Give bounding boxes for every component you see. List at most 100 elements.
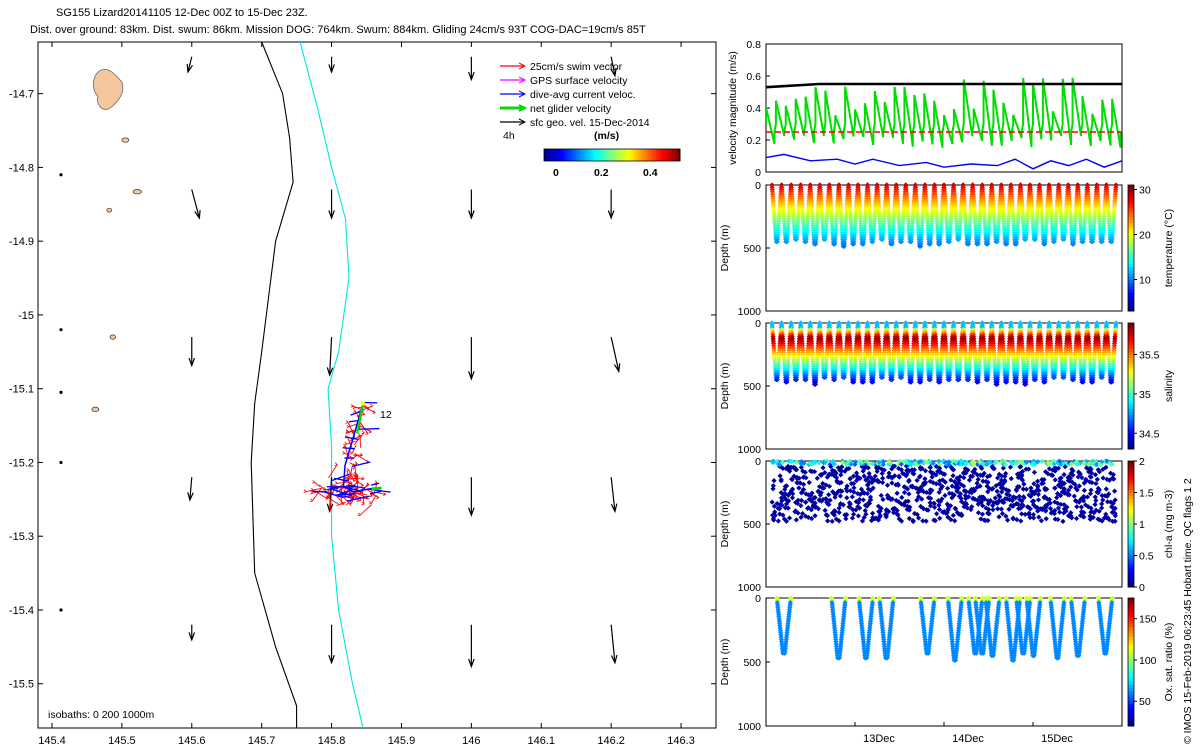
dac-vector [358, 429, 379, 430]
colorbar-cell [1128, 267, 1134, 271]
colorbar-cell [1128, 201, 1134, 205]
colorbar-cell [1128, 351, 1134, 355]
colorbar-cell [1128, 408, 1134, 412]
colorbar-cell [1128, 336, 1134, 340]
colorbar-cell [1128, 226, 1134, 230]
colorbar-label: salinity [1163, 369, 1175, 402]
colorbar-cell [1128, 373, 1134, 377]
velocity-y-tick-label: 0 [755, 167, 761, 179]
colorbar-cell [1128, 421, 1134, 425]
legend-label: dive-avg current veloc. [530, 89, 636, 101]
colorbar-cell [1128, 261, 1134, 265]
colorbar-cell [1128, 361, 1134, 365]
colorbar-cell [1128, 235, 1134, 239]
colorbar-tick-1: 0.2 [594, 167, 609, 179]
colorbar-cell [1128, 213, 1134, 217]
colorbar-cell [1128, 251, 1134, 255]
colorbar-cell [1128, 430, 1134, 434]
coast-dot [59, 328, 62, 331]
colorbar-cell [1128, 229, 1134, 233]
colorbar-cell [1128, 273, 1134, 277]
colorbar-cell [1128, 254, 1134, 258]
colorbar-cell [1128, 220, 1134, 224]
colorbar-tick-label: 34.5 [1139, 428, 1160, 440]
colorbar-tick-label: 35 [1139, 389, 1151, 401]
colorbar-cell [1128, 342, 1134, 346]
colorbar-cell [1128, 295, 1134, 299]
depth-ylabel: Depth (m) [719, 363, 731, 410]
colorbar-cell [1128, 210, 1134, 214]
depth-ylabel: Depth (m) [719, 225, 731, 272]
depth-tick-label: 500 [743, 381, 761, 393]
colorbar-cell [1128, 239, 1134, 243]
map-x-tick-label: 145.5 [108, 735, 136, 747]
colorbar-cell [1128, 276, 1134, 280]
map-x-tick-label: 146.1 [527, 735, 555, 747]
reef [92, 407, 99, 411]
colorbar-cell [1128, 339, 1134, 343]
colorbar-cell [1128, 399, 1134, 403]
colorbar-cell [1128, 191, 1134, 195]
colorbar-cell [1128, 217, 1134, 221]
colorbar-cell [1128, 270, 1134, 274]
colorbar-tick-label: 35.5 [1139, 350, 1160, 362]
colorbar-cell [1128, 207, 1134, 211]
colorbar-cell [1128, 433, 1134, 437]
colorbar-cell [1128, 402, 1134, 406]
map-x-tick-label: 146.2 [597, 735, 625, 747]
reef [133, 190, 141, 194]
colorbar-cell [1128, 232, 1134, 236]
colorbar-cell [1128, 367, 1134, 371]
colorbar-cell [1128, 302, 1134, 306]
legend-label: sfc geo. vel. 15-Dec-2014 [530, 117, 650, 129]
speed-colorbar [544, 149, 680, 161]
header-line1: SG155 Lizard20141105 12-Dec 00Z to 15-De… [56, 7, 308, 19]
colorbar-cell [1128, 257, 1134, 261]
map-x-tick-label: 145.8 [318, 735, 346, 747]
map-y-tick-label: -15.4 [9, 605, 34, 617]
colorbar-cell [1128, 392, 1134, 396]
map-x-tick-label: 146 [462, 735, 480, 747]
colorbar-cell [1128, 305, 1134, 309]
colorbar-cell [1128, 411, 1134, 415]
reef [110, 335, 116, 339]
colorbar-cell [1128, 383, 1134, 387]
colorbar-cell [1128, 185, 1134, 189]
map-frame [38, 42, 716, 728]
colorbar-cell [1128, 395, 1134, 399]
map-y-tick-label: -15.2 [9, 457, 34, 469]
depth-tick-label: 1000 [738, 444, 762, 456]
colorbar-cell [1128, 386, 1134, 390]
colorbar-cell [1128, 332, 1134, 336]
colorbar-cell [1128, 264, 1134, 268]
map-x-tick-label: 146.3 [667, 735, 695, 747]
map-x-tick-label: 145.6 [178, 735, 206, 747]
coast-dot [59, 391, 62, 394]
colorbar-cell [1128, 377, 1134, 381]
depth-tick-label: 0 [755, 318, 761, 330]
map-y-tick-label: -14.7 [9, 89, 34, 101]
colorbar-cell [1128, 188, 1134, 192]
colorbar-cell [1128, 405, 1134, 409]
colorbar-tick-label: 20 [1139, 230, 1151, 242]
depth-tick-label: 0 [755, 456, 761, 468]
velocity-y-tick-label: 0.6 [746, 71, 761, 83]
map-y-tick-label: -15.1 [9, 384, 34, 396]
colorbar-cell [1128, 283, 1134, 287]
colorbar-cell [1128, 364, 1134, 368]
colorbar-cell [1128, 329, 1134, 333]
velocity-ylabel: velocity magnitude (m/s) [727, 51, 739, 165]
colorbar-cell [1128, 414, 1134, 418]
colorbar-cell [1128, 245, 1134, 249]
colorbar-cell [1128, 418, 1134, 422]
colorbar-cell [1128, 292, 1134, 296]
